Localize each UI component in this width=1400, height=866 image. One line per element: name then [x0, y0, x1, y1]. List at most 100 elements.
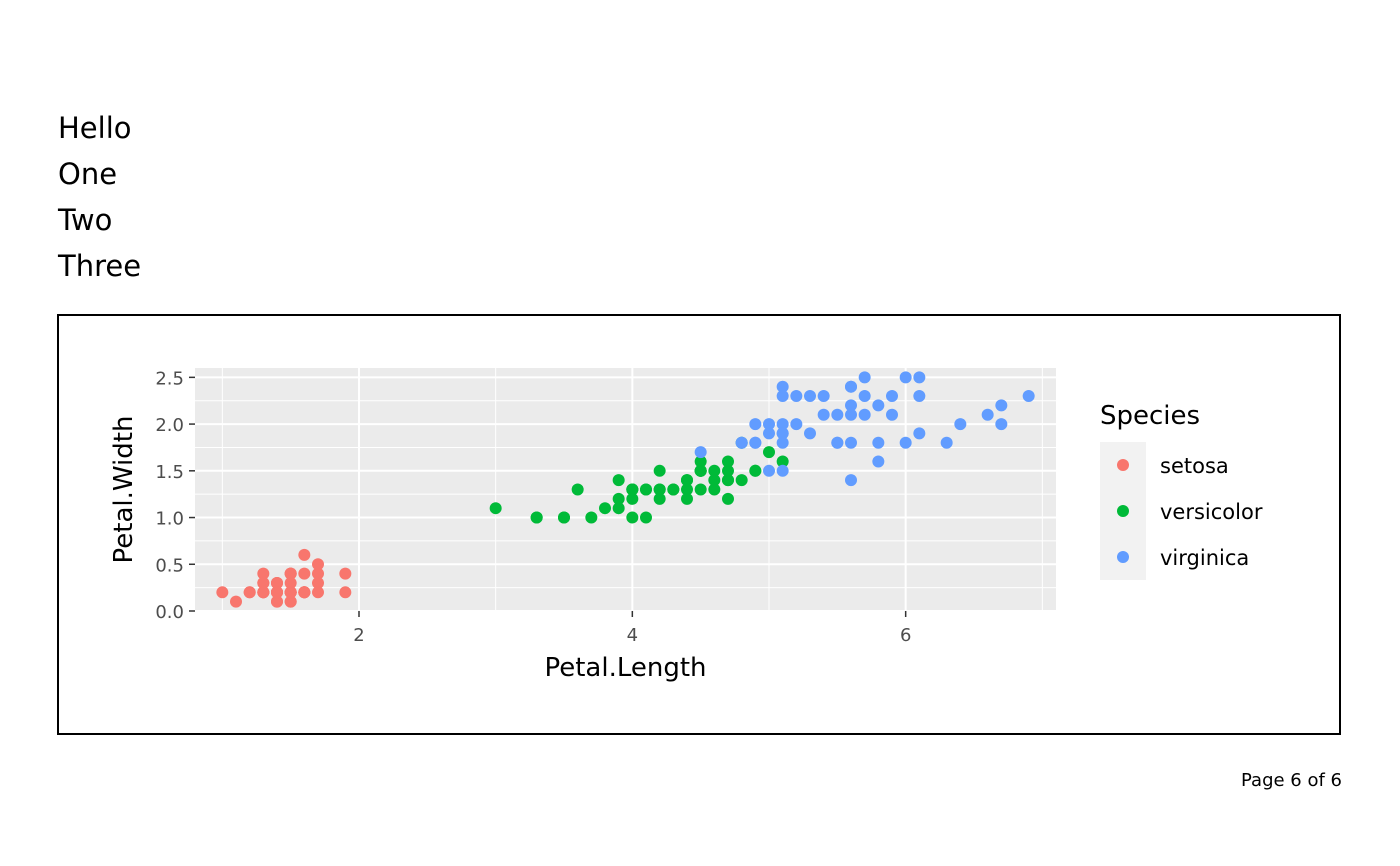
data-point-virginica	[749, 436, 762, 449]
data-point-virginica	[858, 371, 871, 384]
data-point-versicolor	[640, 483, 652, 496]
legend-label-versicolor: versicolor	[1160, 500, 1263, 524]
y-tick-label: 0.5	[155, 555, 184, 576]
data-point-virginica	[790, 390, 803, 403]
data-point-versicolor	[694, 483, 707, 496]
data-point-setosa	[216, 586, 229, 599]
data-point-virginica	[694, 446, 707, 459]
data-point-versicolor	[722, 455, 734, 468]
panel-background	[195, 368, 1056, 611]
data-point-virginica	[776, 427, 789, 440]
y-tick-label: 2.0	[155, 415, 184, 436]
x-tick-label: 4	[627, 625, 638, 646]
data-point-virginica	[817, 408, 830, 421]
data-point-virginica	[954, 418, 967, 431]
data-point-setosa	[298, 567, 311, 580]
data-point-virginica	[776, 418, 789, 431]
data-point-virginica	[899, 371, 912, 384]
data-point-versicolor	[694, 455, 707, 468]
data-point-virginica	[845, 474, 857, 487]
data-point-versicolor	[585, 511, 598, 524]
y-tick-label: 1.5	[155, 462, 184, 483]
x-tick-label: 2	[353, 625, 364, 646]
data-point-virginica	[735, 436, 748, 449]
text-line-three: Three	[58, 249, 142, 283]
data-point-setosa	[284, 567, 297, 580]
data-point-virginica	[763, 427, 775, 440]
data-point-virginica	[899, 436, 912, 449]
page-number: Page 6 of 6	[1241, 770, 1342, 791]
data-point-virginica	[776, 380, 789, 393]
data-point-virginica	[872, 399, 885, 412]
legend: Species setosa versicolor virginica	[1100, 401, 1263, 580]
data-point-versicolor	[640, 511, 652, 524]
data-point-versicolor	[626, 483, 639, 496]
y-tick-label: 0.0	[155, 602, 184, 623]
data-point-virginica	[872, 455, 885, 468]
data-point-versicolor	[530, 511, 543, 524]
data-point-versicolor	[626, 492, 639, 505]
data-point-versicolor	[749, 464, 762, 477]
data-point-versicolor	[599, 502, 611, 515]
data-point-setosa	[312, 567, 324, 580]
text-line-hello: Hello	[58, 111, 132, 145]
y-tick-label: 1.0	[155, 509, 184, 530]
data-point-virginica	[940, 436, 953, 449]
data-point-versicolor	[489, 502, 502, 515]
data-point-versicolor	[653, 492, 666, 505]
text-line-two: Two	[58, 203, 113, 237]
data-point-versicolor	[558, 511, 570, 524]
data-points	[216, 371, 1035, 608]
grid-lines	[195, 368, 1056, 612]
data-point-setosa	[271, 586, 283, 599]
data-point-versicolor	[694, 464, 707, 477]
data-point-setosa	[312, 558, 324, 571]
data-point-versicolor	[708, 483, 721, 496]
data-point-setosa	[271, 576, 283, 589]
x-tick-label: 6	[900, 625, 911, 646]
data-point-virginica	[776, 436, 789, 449]
data-point-versicolor	[612, 502, 625, 515]
data-point-versicolor	[681, 492, 693, 505]
data-point-versicolor	[653, 464, 666, 477]
data-point-versicolor	[735, 474, 748, 487]
data-point-virginica	[831, 436, 844, 449]
data-point-virginica	[995, 399, 1008, 412]
plot-frame	[57, 314, 1341, 735]
data-point-versicolor	[708, 474, 721, 487]
data-point-versicolor	[763, 446, 775, 459]
data-point-virginica	[981, 408, 994, 421]
data-point-versicolor	[681, 474, 693, 487]
data-point-virginica	[776, 390, 789, 403]
data-point-virginica	[749, 418, 762, 431]
y-tick-label: 2.5	[155, 368, 184, 389]
data-point-setosa	[339, 586, 352, 599]
data-point-setosa	[284, 586, 297, 599]
data-point-virginica	[763, 464, 775, 477]
data-point-virginica	[995, 418, 1008, 431]
data-point-setosa	[257, 576, 270, 589]
data-point-setosa	[271, 595, 283, 608]
data-point-versicolor	[626, 511, 639, 524]
legend-key-virginica	[1117, 551, 1129, 563]
data-point-virginica	[845, 436, 857, 449]
data-point-versicolor	[612, 474, 625, 487]
text-block: Hello One Two Three	[58, 105, 141, 289]
data-point-setosa	[339, 567, 352, 580]
data-point-virginica	[913, 371, 926, 384]
data-point-setosa	[312, 586, 324, 599]
text-line-one: One	[58, 157, 118, 191]
legend-title: Species	[1100, 401, 1200, 431]
data-point-virginica	[804, 390, 816, 403]
data-point-virginica	[886, 408, 898, 421]
data-point-versicolor	[681, 483, 693, 496]
data-point-virginica	[913, 390, 926, 403]
legend-label-setosa: setosa	[1160, 454, 1229, 478]
x-axis-title: Petal.Length	[544, 653, 706, 683]
y-axis-title: Petal.Width	[109, 416, 139, 564]
data-point-virginica	[831, 408, 844, 421]
plot-panel	[195, 368, 1056, 611]
data-point-virginica	[804, 427, 816, 440]
data-point-setosa	[312, 576, 324, 589]
